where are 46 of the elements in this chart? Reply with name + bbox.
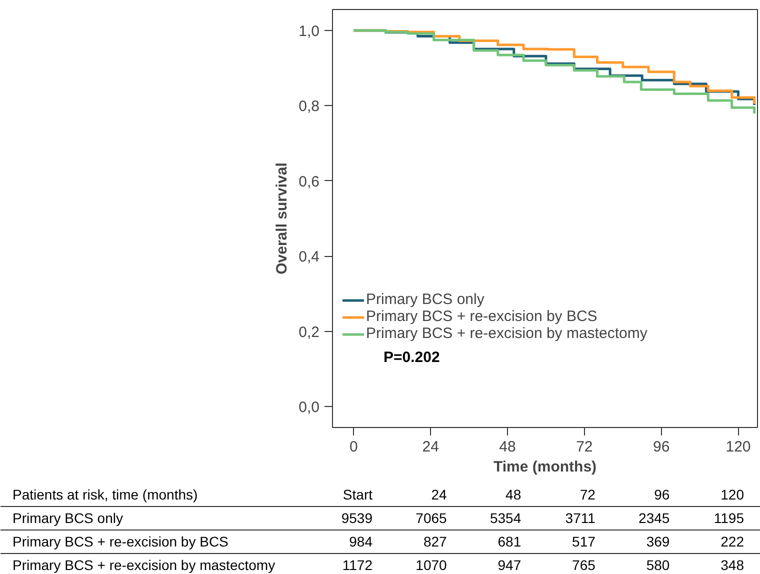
- text: 7065: [416, 510, 448, 526]
- text: 48: [506, 486, 522, 502]
- text: 947: [498, 557, 522, 573]
- legend-label: Primary BCS only: [366, 291, 484, 308]
- legend-label: Primary BCS + re-excision by BCS: [366, 308, 598, 325]
- x-tick-label: 0: [349, 438, 358, 456]
- text: 369: [646, 534, 670, 550]
- y-axis-title: Overall survival: [274, 162, 291, 274]
- y-tick-label: 0,8: [298, 98, 320, 116]
- x-tick-label: 48: [499, 438, 516, 456]
- y-tick-label: 0,6: [298, 173, 320, 190]
- text: 9539: [341, 510, 373, 526]
- x-tick-label: 24: [422, 438, 439, 456]
- text: 72: [580, 486, 596, 502]
- text: 1195: [714, 510, 744, 526]
- legend-label: Primary BCS + re-excision by mastectomy: [366, 325, 648, 342]
- x-tick-label: 72: [576, 438, 593, 456]
- text: 348: [720, 557, 744, 573]
- y-tick-label: 1,0: [298, 23, 320, 40]
- x-tick-label: 120: [726, 438, 751, 456]
- text: 2345: [638, 510, 670, 526]
- text: Start: [342, 486, 373, 502]
- text: 1172: [342, 557, 373, 573]
- text: 580: [646, 557, 670, 573]
- text: 681: [498, 534, 522, 550]
- text: 222: [720, 534, 744, 550]
- annotation: P=0.202: [384, 349, 440, 366]
- text: 3711: [565, 510, 596, 526]
- text: 5354: [490, 510, 522, 526]
- text: Primary BCS only: [12, 510, 123, 526]
- text: 24: [431, 486, 448, 502]
- text: Primary BCS + re-excision by BCS: [12, 534, 228, 550]
- y-tick-label: 0,0: [298, 398, 320, 416]
- text: Patients at risk, time (months): [12, 486, 198, 502]
- text: 765: [572, 557, 596, 573]
- y-tick-label: 0,2: [298, 324, 320, 341]
- text: 1070: [416, 557, 448, 573]
- text: 827: [423, 534, 448, 550]
- text: 120: [720, 486, 744, 502]
- x-tick-label: 96: [653, 438, 670, 456]
- text: 984: [349, 534, 373, 550]
- y-tick-label: 0,4: [298, 248, 320, 266]
- text: 96: [654, 486, 670, 502]
- text: Primary BCS + re-excision by mastectomy: [12, 557, 276, 573]
- text: 517: [572, 534, 596, 550]
- x-axis-title: Time (months): [493, 458, 597, 476]
